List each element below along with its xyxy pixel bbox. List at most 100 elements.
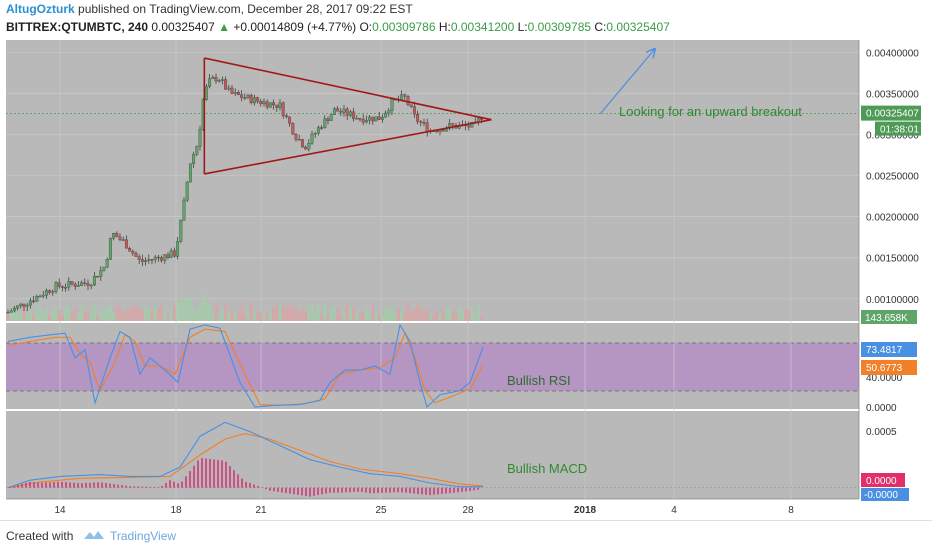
- volume-bar: [169, 308, 173, 321]
- volume-bar: [249, 301, 253, 321]
- volume-text: 143.658K: [865, 313, 908, 324]
- macd-histogram-bar: [213, 459, 215, 488]
- candle-body: [387, 110, 391, 114]
- candle-body: [211, 77, 215, 79]
- macd-histogram-bar: [197, 460, 199, 488]
- volume-bar: [48, 314, 51, 321]
- volume-bar: [384, 308, 387, 321]
- candle-body: [169, 250, 173, 258]
- volume-bar: [41, 314, 45, 321]
- macd-histogram-bar: [333, 487, 335, 493]
- volume-bar: [147, 307, 151, 321]
- macd-line: [7, 421, 483, 489]
- last-price: 0.00325407: [151, 20, 215, 34]
- volume-bar: [387, 308, 391, 321]
- candle-body: [147, 259, 151, 261]
- volume-bar: [77, 312, 80, 321]
- candle-body: [323, 118, 327, 128]
- macd-histogram-bar: [289, 487, 291, 494]
- macd-histogram-bar: [37, 482, 39, 488]
- candle-body: [99, 270, 103, 277]
- triangle-pattern[interactable]: [203, 57, 492, 175]
- volume-bar: [438, 313, 442, 321]
- candle-body: [51, 291, 55, 293]
- breakout-arrow[interactable]: [599, 50, 654, 115]
- macd-histogram-bar: [301, 487, 303, 496]
- macd-histogram-bar: [137, 486, 139, 488]
- price-tick-label: 0.00300000: [866, 130, 919, 141]
- macd-histogram-bar: [201, 458, 203, 488]
- macd-histogram-bar: [41, 482, 43, 488]
- candle-body: [339, 111, 343, 113]
- macd-histogram-bar: [413, 487, 415, 494]
- candle-body: [380, 117, 384, 120]
- candle-body: [172, 250, 176, 257]
- chart-canvas[interactable]: 0.00400000 0.00350000 0.00300000 0.00250000…: [0, 36, 932, 520]
- candle-body: [310, 133, 314, 144]
- macd-lines: [6, 421, 859, 497]
- macd-pane[interactable]: [6, 411, 859, 499]
- macd-histogram-bar: [465, 487, 467, 492]
- candle-body: [38, 295, 42, 298]
- volume-bar: [246, 312, 250, 321]
- countdown-badge: [875, 121, 921, 136]
- macd-histogram-bar: [341, 487, 343, 493]
- volume-bar: [259, 312, 263, 321]
- volume-bar: [317, 304, 320, 321]
- rsi-annotation[interactable]: Bullish RSI: [507, 373, 571, 388]
- candle-body: [400, 94, 404, 100]
- chart-byline: AltugOzturk published on TradingView.com…: [6, 2, 413, 16]
- price-pane[interactable]: [6, 40, 859, 321]
- volume-bar: [333, 307, 336, 321]
- volume-bar: [64, 307, 67, 321]
- macd-histogram-bar: [173, 481, 175, 488]
- volume-bar: [185, 298, 189, 321]
- macd-histogram-bar: [161, 485, 163, 488]
- macd-histogram-bar: [33, 482, 35, 488]
- volume-bar: [390, 301, 394, 321]
- candle-body: [118, 236, 122, 240]
- volume-bar: [275, 304, 279, 321]
- price-change: +0.00014809 (+4.77%): [233, 20, 357, 34]
- volume-bar: [336, 307, 339, 321]
- candle-body: [403, 94, 407, 97]
- volume-bar: [291, 305, 295, 321]
- rsi-lines: [7, 323, 484, 409]
- volume-bar: [137, 308, 141, 321]
- candle-body: [48, 290, 52, 293]
- candle-body: [185, 181, 189, 201]
- macd-histogram-bar: [445, 487, 447, 494]
- candle-body: [44, 290, 48, 296]
- macd-histogram-bar: [397, 487, 399, 493]
- tradingview-brand[interactable]: TradingView: [110, 529, 177, 543]
- macd-histogram-bar: [153, 487, 155, 488]
- author-link[interactable]: AltugOzturk: [6, 2, 75, 16]
- breakout-annotation[interactable]: Looking for an upward breakout: [619, 104, 802, 119]
- macd-histogram-bar: [437, 487, 439, 495]
- volume-bar: [214, 304, 218, 321]
- macd-histogram-bar: [361, 487, 363, 492]
- volume-bar: [310, 302, 314, 321]
- volume-bar: [416, 303, 419, 321]
- macd-histogram-bar: [237, 474, 239, 488]
- time-axis[interactable]: [0, 499, 932, 519]
- candle-body: [316, 127, 320, 134]
- candle-body: [204, 86, 208, 100]
- macd-annotation[interactable]: Bullish MACD: [507, 461, 587, 476]
- candle-body: [406, 96, 410, 105]
- close-value: 0.00325407: [606, 20, 670, 34]
- volume-bar: [224, 302, 227, 321]
- candle-body: [25, 304, 29, 307]
- up-triangle-icon: ▲: [218, 20, 230, 34]
- macd-histogram-bar: [229, 466, 231, 488]
- volume-bar: [358, 314, 362, 321]
- candle-body: [134, 253, 138, 257]
- macd-histogram-bar: [425, 487, 427, 495]
- macd-histogram-bar: [45, 482, 47, 488]
- volume-bar: [429, 314, 432, 321]
- candle-body: [313, 132, 317, 135]
- candle-body: [131, 251, 135, 254]
- volume-badge: [861, 310, 917, 324]
- candle-body: [265, 101, 269, 108]
- time-tick-label: 18: [170, 505, 182, 516]
